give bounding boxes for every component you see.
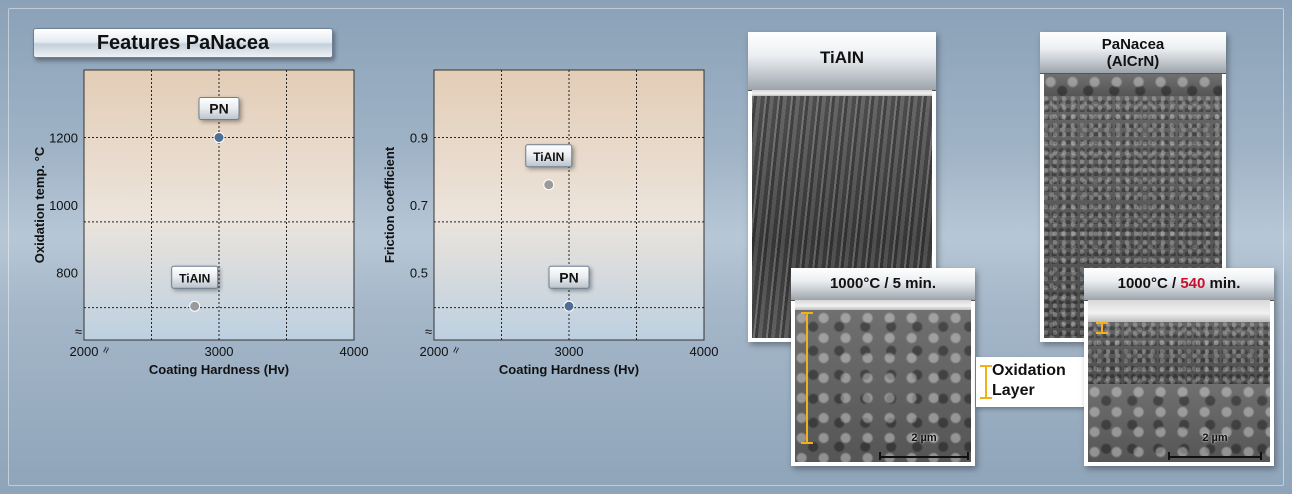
chart-friction-coefficient: 0.5 0.7 0.9 2000 3000 4000 ≈ ≈ Coating Hardness …: [382, 69, 718, 377]
x-tick-label: 4000: [690, 344, 719, 359]
tiain-inset-title: 1000°C / 5 min.: [791, 268, 975, 301]
chart-oxidation-temp: 800 1000 1200 2000 3000 4000 ≈ ≈ Coating Hardnes…: [32, 69, 368, 377]
x-axis-label: Coating Hardness (Hv): [149, 362, 289, 377]
oxidation-label-bracket: [980, 365, 992, 399]
point-label: PN: [559, 269, 578, 285]
y-tick-label: 1000: [49, 198, 78, 213]
panacea-inset-title: 1000°C / 540 min.: [1084, 268, 1274, 301]
panacea-inset-title-highlight: 540: [1180, 275, 1206, 292]
y-axis-label: Oxidation temp. °C: [32, 146, 47, 263]
panacea-inset-title-pre: 1000°C /: [1117, 275, 1181, 292]
tiain-oxidation-inset: 1000°C / 5 min. 2 µm: [791, 268, 975, 466]
tiain-scale-bar: 2 µm: [879, 432, 969, 460]
oxidation-label-line2: Layer: [992, 382, 1035, 399]
point-label: PN: [209, 101, 228, 117]
data-point-pn: [213, 132, 225, 143]
x-tick-label: 2000: [70, 344, 99, 359]
x-axis-break: ≈: [98, 344, 114, 355]
data-point-tiain: [543, 179, 555, 191]
panacea-header-line1: PaNacea: [1101, 36, 1165, 53]
y-axis-label: Friction coefficient: [382, 146, 397, 263]
tiain-oxidation-bracket: [801, 312, 813, 444]
oxidation-label-line1: Oxidation: [992, 362, 1066, 379]
y-tick-label: 0.7: [410, 198, 428, 213]
point-label-box: [171, 265, 219, 289]
x-axis-label: Coating Hardness (Hv): [499, 362, 639, 377]
slide-title: Features PaNacea: [33, 28, 333, 58]
y-tick-label: 0.5: [410, 266, 428, 281]
tiain-surface-layer: [752, 90, 932, 96]
panacea-header: PaNacea (AlCrN): [1040, 32, 1226, 74]
data-point-pn: [563, 300, 575, 312]
point-label-box: [548, 265, 590, 289]
y-axis-break: ≈: [75, 324, 82, 339]
x-axis-break: ≈: [448, 344, 464, 355]
panacea-substrate: [1088, 384, 1270, 462]
panacea-oxide-top: [1088, 300, 1270, 322]
tiain-inset-sem-image: [795, 310, 971, 462]
oxidation-layer-label: Oxidation Layer: [976, 357, 1092, 407]
tiain-scale-label: 2 µm: [911, 432, 937, 444]
point-label: TiAIN: [533, 150, 564, 164]
point-label-box: [198, 97, 240, 120]
tiain-oxide-top: [795, 300, 971, 310]
data-point-tiain: [189, 300, 201, 312]
panacea-oxidation-bracket: [1096, 322, 1108, 334]
x-tick-label: 2000: [420, 344, 449, 359]
panacea-scale-bar: 2 µm: [1168, 432, 1262, 460]
point-label: TiAIN: [179, 271, 210, 285]
y-tick-label: 0.9: [410, 131, 428, 146]
panacea-header-line2: (AlCrN): [1106, 53, 1160, 70]
x-tick-label: 3000: [205, 344, 234, 359]
panacea-oxidation-inset: 1000°C / 540 min. 2 µm: [1084, 268, 1274, 466]
y-tick-label: 1200: [49, 131, 78, 146]
panacea-surface-grains: [1044, 74, 1222, 96]
panacea-scale-label: 2 µm: [1202, 432, 1228, 444]
x-tick-label: 4000: [340, 344, 369, 359]
slide-frame: [8, 8, 1284, 486]
point-label-box: [525, 144, 573, 168]
y-axis-break: ≈: [425, 324, 432, 339]
panacea-inset-title-post: min.: [1205, 275, 1241, 292]
panacea-inset-sem-image: [1088, 322, 1270, 384]
y-tick-label: 800: [56, 266, 78, 281]
tiain-header: TiAIN: [748, 32, 936, 91]
x-tick-label: 3000: [555, 344, 584, 359]
